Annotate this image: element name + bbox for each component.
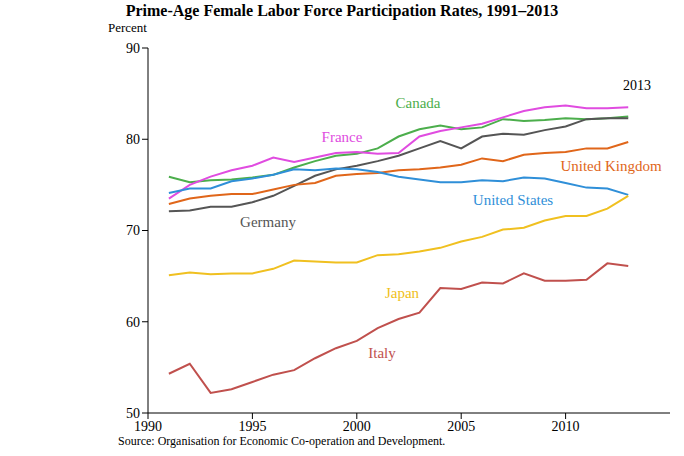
- svg-text:1990: 1990: [134, 419, 162, 434]
- html-text:United States: United States: [472, 191, 554, 208]
- html-text:2013: 2013: [623, 78, 651, 93]
- svg-text:2010: 2010: [552, 419, 580, 434]
- html-text:France: France: [321, 128, 363, 145]
- svg-text:2000: 2000: [343, 419, 371, 434]
- svg-text:90: 90: [126, 41, 140, 56]
- svg-text:50: 50: [126, 406, 140, 421]
- html-text:Italy: Italy: [368, 344, 396, 361]
- html-text:Source: Organisation for Econo: Source: Organisation for Economic Co-ope…: [118, 434, 446, 448]
- html-text:Germany: Germany: [240, 213, 296, 230]
- html-text:Canada: Canada: [395, 94, 441, 111]
- html-text:United Kingdom: United Kingdom: [560, 157, 662, 174]
- svg-text:80: 80: [126, 132, 140, 147]
- svg-text:2005: 2005: [447, 419, 475, 434]
- html-text:Prime-Age Female Labor Force P: Prime-Age Female Labor Force Participati…: [125, 2, 559, 19]
- svg-text:1995: 1995: [238, 419, 266, 434]
- html-text:Percent: Percent: [108, 20, 147, 35]
- svg-text:60: 60: [126, 315, 140, 330]
- html-text:Japan: Japan: [384, 284, 420, 301]
- svg-text:70: 70: [126, 223, 140, 238]
